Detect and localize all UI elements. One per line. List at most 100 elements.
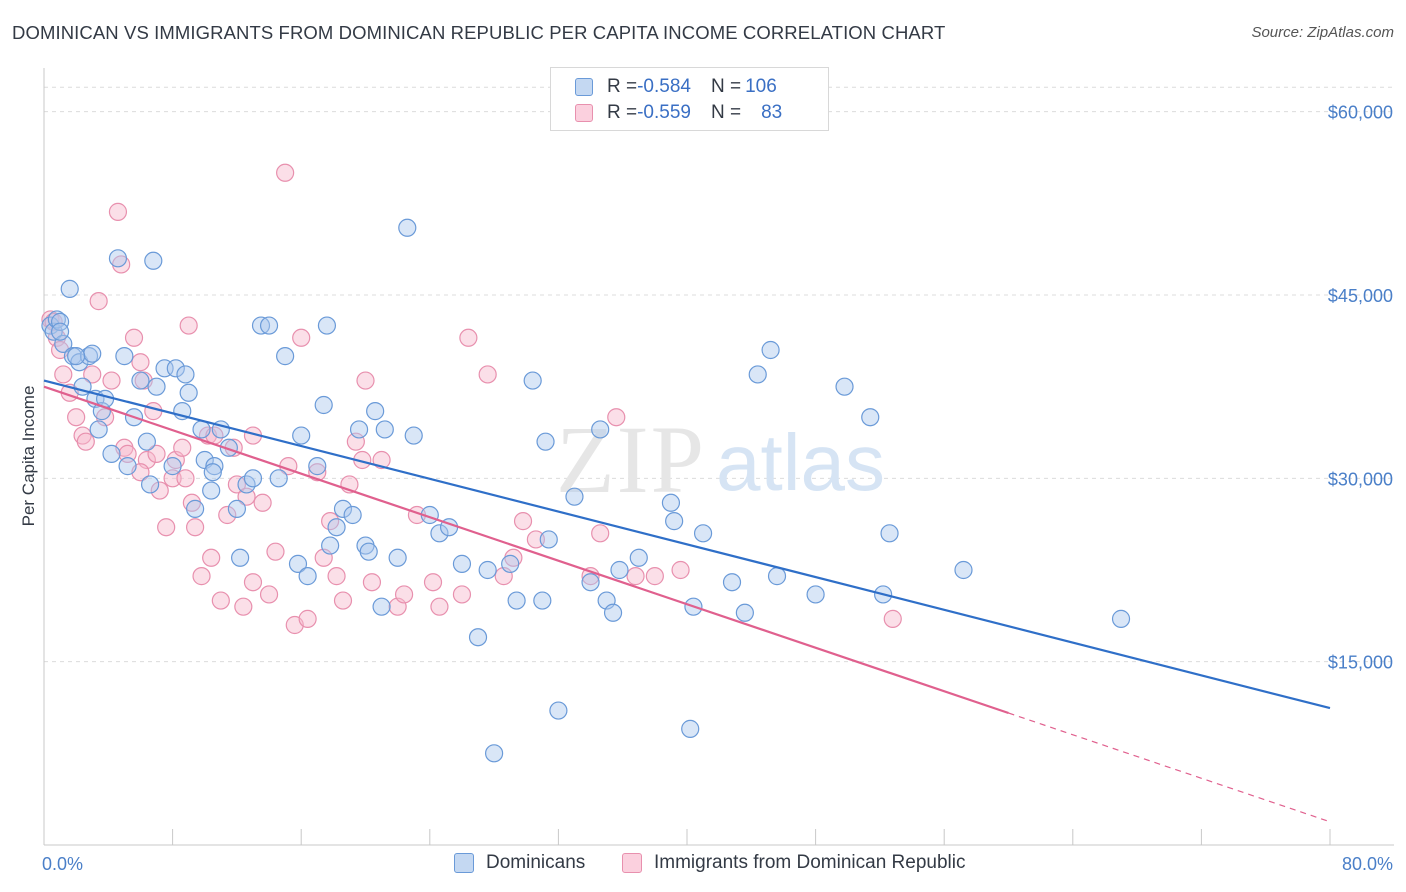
point-dominicans xyxy=(533,591,552,610)
point-dominicans xyxy=(880,524,899,543)
point-dominicans xyxy=(147,377,166,396)
point-dominicans xyxy=(137,432,156,451)
point-dominicans xyxy=(536,432,555,451)
point-immigrants xyxy=(478,365,497,384)
point-immigrants xyxy=(179,316,198,335)
point-dominicans xyxy=(404,426,423,445)
point-dominicans xyxy=(50,312,70,331)
y-tick-label: $30,000 xyxy=(1328,469,1393,489)
point-immigrants xyxy=(186,518,205,537)
point-dominicans xyxy=(163,457,182,476)
point-dominicans xyxy=(861,408,880,427)
watermark: ZIP atlas xyxy=(556,406,885,513)
legend-r-value: -0.584 xyxy=(637,76,691,97)
y-tick-label: $15,000 xyxy=(1328,653,1393,673)
point-dominicans xyxy=(468,628,488,647)
y-axis-title: Per Capita Income xyxy=(19,386,38,527)
point-dominicans xyxy=(192,420,211,439)
legend-r-value: -0.559 xyxy=(637,102,691,123)
point-dominicans xyxy=(603,603,623,622)
series-legend: Dominicans Immigrants from Dominican Rep… xyxy=(0,852,1406,878)
point-dominicans xyxy=(388,548,407,567)
point-dominicans xyxy=(539,530,558,549)
point-dominicans xyxy=(186,499,205,518)
point-dominicans xyxy=(144,251,163,270)
point-immigrants xyxy=(124,328,144,347)
point-dominicans xyxy=(693,524,713,543)
gridlines xyxy=(44,86,1394,663)
point-immigrants xyxy=(333,591,353,610)
watermark-atlas: atlas xyxy=(716,418,885,507)
point-immigrants xyxy=(67,408,86,427)
point-immigrants xyxy=(157,518,176,537)
point-dominicans xyxy=(349,420,369,439)
point-dominicans xyxy=(269,469,288,488)
point-immigrants xyxy=(452,585,472,604)
x-tick-label-min: 0.0% xyxy=(42,854,83,874)
point-dominicans xyxy=(108,249,128,268)
axes xyxy=(43,68,1394,846)
point-dominicans xyxy=(748,365,767,384)
point-dominicans xyxy=(835,377,854,396)
series-legend-immigrants: Immigrants from Dominican Republic xyxy=(622,852,966,874)
point-dominicans xyxy=(359,542,378,561)
point-dominicans xyxy=(549,701,568,720)
point-immigrants xyxy=(356,371,375,390)
legend-n-value: 106 xyxy=(745,76,777,97)
point-immigrants xyxy=(54,365,73,384)
point-immigrants xyxy=(645,567,664,586)
point-dominicans xyxy=(131,371,150,390)
point-immigrants xyxy=(150,481,169,500)
trend-lines xyxy=(43,379,1331,823)
point-dominicans xyxy=(629,548,648,567)
point-immigrants xyxy=(83,365,102,384)
point-immigrants xyxy=(253,493,272,512)
point-immigrants xyxy=(276,163,295,182)
point-immigrants xyxy=(591,524,610,543)
series-immigrants-points xyxy=(41,163,902,635)
point-immigrants xyxy=(883,609,902,628)
point-dominicans xyxy=(79,347,99,366)
point-dominicans xyxy=(231,548,250,567)
point-dominicans xyxy=(661,493,681,512)
trend-line-immigrants-extension xyxy=(1008,712,1331,823)
point-dominicans xyxy=(735,603,754,622)
point-dominicans xyxy=(375,420,394,439)
point-dominicans xyxy=(227,499,246,518)
point-immigrants xyxy=(176,469,195,488)
point-dominicans xyxy=(50,322,70,341)
point-dominicans xyxy=(761,340,780,360)
point-dominicans xyxy=(140,475,160,494)
trend-line-dominicans xyxy=(43,379,1331,710)
point-dominicans xyxy=(523,371,542,390)
legend-row-immigrants: R = -0.559 N = 83 xyxy=(575,101,782,125)
point-dominicans xyxy=(501,554,520,573)
point-dominicans xyxy=(176,365,195,384)
point-dominicans xyxy=(478,560,497,580)
point-dominicans xyxy=(372,597,391,616)
legend-swatch-blue xyxy=(575,78,593,96)
point-dominicans xyxy=(610,560,629,580)
point-immigrants xyxy=(131,353,150,372)
point-immigrants xyxy=(266,542,285,561)
point-dominicans xyxy=(83,344,102,363)
point-dominicans xyxy=(298,567,317,586)
point-immigrants xyxy=(227,475,246,494)
point-immigrants xyxy=(202,548,221,567)
point-immigrants xyxy=(513,512,533,531)
point-dominicans xyxy=(665,512,684,531)
point-immigrants xyxy=(89,292,108,311)
point-dominicans xyxy=(333,499,353,518)
point-dominicans xyxy=(591,420,610,439)
point-dominicans xyxy=(115,347,134,366)
point-immigrants xyxy=(372,450,391,470)
point-dominicans xyxy=(366,402,385,421)
point-dominicans xyxy=(806,585,825,604)
point-dominicans xyxy=(166,359,185,378)
y-tick-label: $45,000 xyxy=(1328,286,1393,306)
point-immigrants xyxy=(581,567,600,586)
point-dominicans xyxy=(452,554,472,573)
point-immigrants xyxy=(218,505,237,525)
point-dominicans xyxy=(243,469,263,488)
